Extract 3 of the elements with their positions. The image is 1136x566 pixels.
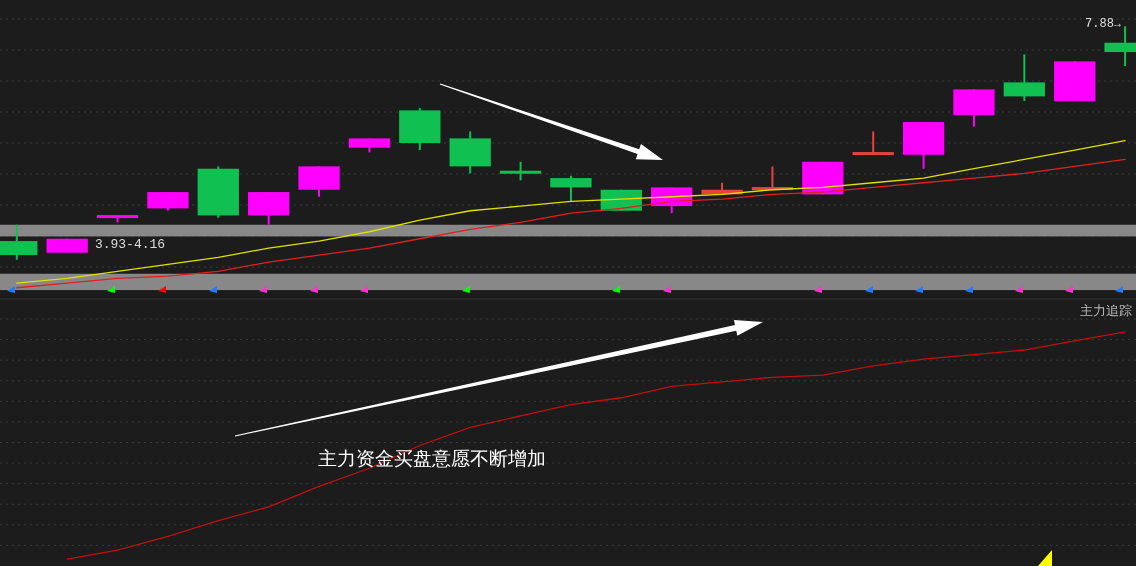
annotation: 7.88→ (1085, 17, 1122, 32)
chart-title: 主力追踪 (1080, 303, 1132, 318)
band-label: 3.93-4.16 (94, 237, 166, 253)
